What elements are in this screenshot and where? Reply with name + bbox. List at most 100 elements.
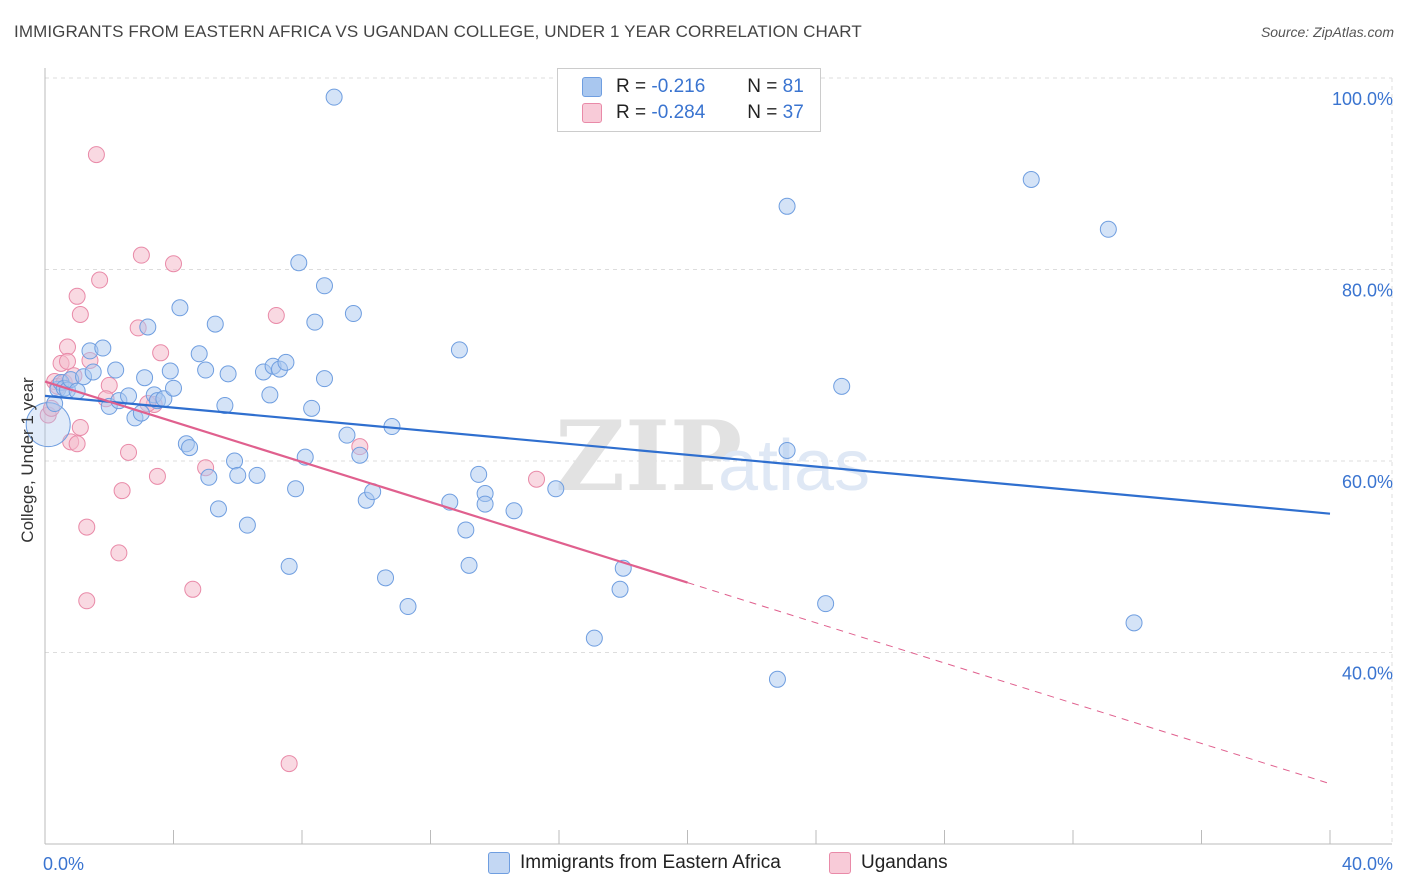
eastern-africa-point (165, 379, 182, 397)
legend-r-label: R = (616, 76, 647, 97)
eastern-africa-point (344, 305, 362, 323)
eastern-africa-point (1022, 170, 1040, 188)
ugandans-point (78, 518, 96, 536)
eastern-africa-point (315, 370, 333, 388)
y-tick-label: 40.0% (1342, 664, 1393, 684)
y-axis-label: College, Under 1 year (18, 377, 37, 543)
x-tick-label: 0.0% (43, 854, 84, 874)
legend-swatch-ugandans (582, 103, 602, 123)
eastern-africa-point (181, 439, 199, 457)
eastern-africa-point (84, 363, 102, 381)
trend-lines (44, 380, 1331, 785)
eastern-africa-point (457, 521, 475, 539)
trend-line-ugandans-extrapolated (687, 582, 1331, 785)
x-tick-label: 40.0% (1342, 854, 1393, 874)
eastern-africa-point (219, 365, 237, 383)
eastern-africa-point (778, 441, 796, 459)
ugandans-point (165, 255, 182, 273)
y-tick-label: 100.0% (1332, 89, 1393, 109)
ugandans-point (148, 467, 166, 485)
eastern-africa-point (120, 387, 138, 405)
legend-r-value: -0.216 (651, 76, 706, 97)
eastern-africa-point (1099, 220, 1117, 238)
eastern-africa-point (226, 452, 244, 470)
eastern-africa-point (338, 426, 356, 444)
eastern-africa-point (476, 495, 494, 513)
axis-layer (44, 68, 1392, 845)
eastern-africa-point (229, 466, 247, 484)
eastern-africa-point (1125, 614, 1143, 632)
ugandans-point (184, 580, 202, 598)
tick-labels: 40.0% 60.0% 80.0% 100.0% 0.0% 40.0% (43, 89, 1393, 874)
ugandans-point (113, 482, 131, 500)
eastern-africa-point (206, 315, 224, 333)
eastern-africa-point (107, 361, 125, 379)
eastern-africa-point (460, 556, 478, 574)
legend-n-value: 81 (782, 76, 804, 97)
trend-line-eastern-africa (44, 394, 1331, 515)
eastern-africa-point (46, 395, 64, 413)
eastern-africa-point (171, 299, 189, 317)
eastern-africa-point (248, 466, 266, 484)
eastern-africa-point (833, 377, 851, 395)
ugandans-point (68, 287, 86, 305)
watermark-atlas: atlas (718, 426, 870, 506)
ugandans-point (58, 338, 76, 356)
chart-title: IMMIGRANTS FROM EASTERN AFRICA VS UGANDA… (14, 22, 862, 41)
ugandans-point (120, 443, 138, 461)
bottom-legend-swatch-eastern-africa (488, 852, 510, 874)
ugandans-point (68, 435, 86, 453)
ugandans-point (110, 544, 128, 562)
ugandans-point (78, 592, 96, 610)
eastern-africa-point (547, 480, 565, 498)
correlation-legend: R = -0.216 N = 81 R = -0.284 N = 37 (557, 68, 821, 132)
eastern-africa-point (200, 468, 218, 486)
bottom-legend-label-ugandans: Ugandans (861, 852, 948, 873)
eastern-africa-point (450, 341, 468, 359)
eastern-africa-point (377, 569, 395, 587)
eastern-africa-point (161, 362, 179, 380)
eastern-africa-point (325, 88, 343, 106)
ugandans-point (132, 246, 150, 264)
eastern-africa-point (209, 500, 227, 518)
source-label: Source: ZipAtlas.com (1260, 24, 1394, 40)
eastern-africa-point (238, 516, 256, 534)
eastern-africa-point (768, 670, 786, 688)
eastern-africa-point (399, 598, 417, 616)
eastern-africa-point (351, 446, 369, 464)
legend-row-ugandans: R = -0.284 N = 37 (582, 101, 804, 125)
ugandans-point (71, 418, 89, 436)
eastern-africa-point (611, 580, 629, 598)
bottom-legend-swatch-ugandans (829, 852, 851, 874)
bottom-legend-label-eastern-africa: Immigrants from Eastern Africa (520, 852, 781, 873)
eastern-africa-point (290, 254, 308, 272)
legend-swatch-eastern-africa (582, 77, 602, 97)
y-tick-label: 60.0% (1342, 472, 1393, 492)
legend-r-value: -0.284 (651, 102, 706, 123)
legend-r-label: R = (616, 102, 647, 123)
eastern-africa-point (261, 386, 279, 404)
bottom-legend-eastern-africa: Immigrants from Eastern Africa (488, 852, 781, 874)
eastern-africa-point (470, 465, 488, 483)
legend-row-eastern-africa: R = -0.216 N = 81 (582, 75, 804, 99)
eastern-africa-point (190, 345, 208, 363)
ugandans-point (58, 352, 76, 370)
eastern-africa-point (817, 595, 835, 613)
ugandans-point (87, 146, 105, 164)
ugandans-point (71, 306, 89, 324)
eastern-africa-point (306, 313, 324, 331)
eastern-africa-point (139, 318, 157, 336)
ugandans-point (528, 470, 546, 488)
eastern-africa-point (303, 399, 321, 417)
ugandans-point (152, 344, 170, 362)
eastern-africa-point (778, 197, 796, 215)
bottom-legend-ugandans: Ugandans (829, 852, 948, 874)
eastern-africa-point (315, 277, 333, 295)
eastern-africa-point (136, 369, 154, 387)
legend-n-value: 37 (782, 102, 804, 123)
ugandans-point (91, 271, 109, 289)
y-tick-label: 80.0% (1342, 281, 1393, 301)
eastern-africa-point (280, 557, 298, 575)
eastern-africa-point (505, 502, 523, 520)
